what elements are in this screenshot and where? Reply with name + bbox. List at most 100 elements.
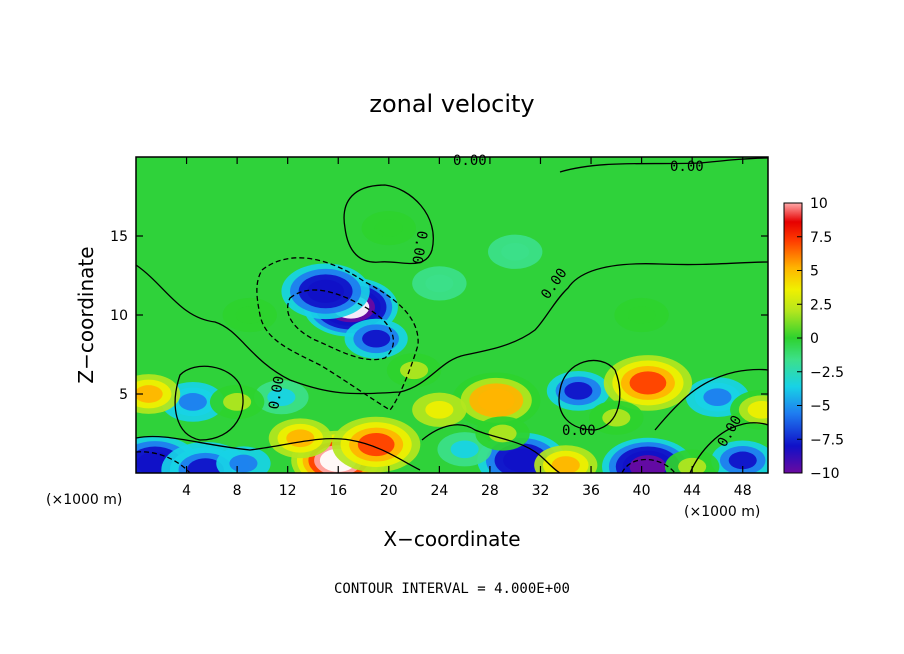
velocity-level xyxy=(425,400,454,419)
velocity-level xyxy=(564,382,593,400)
velocity-feature xyxy=(534,445,598,473)
y-tick-label: 10 xyxy=(110,308,128,324)
velocity-feature xyxy=(268,418,332,459)
contour-label: 0.00 xyxy=(408,229,430,265)
velocity-feature xyxy=(412,392,467,427)
colorbar-tick-label: −2.5 xyxy=(810,365,844,381)
zero-contour-lower xyxy=(136,435,421,471)
velocity-level xyxy=(136,385,163,403)
velocity-level xyxy=(187,458,224,473)
zero-contour-bubble xyxy=(343,184,434,265)
y-tick-label: 5 xyxy=(119,387,128,403)
x-tick-label: 40 xyxy=(633,483,651,499)
velocity-feature xyxy=(452,372,541,429)
velocity-feature xyxy=(711,440,768,473)
x-tick-label: 36 xyxy=(582,483,600,499)
zero-contour-left-cell xyxy=(174,365,244,441)
contour-lines xyxy=(136,157,768,473)
velocity-feature xyxy=(222,297,277,333)
velocity-level xyxy=(728,451,757,470)
velocity-feature xyxy=(487,234,543,269)
y-tick-label: 15 xyxy=(110,229,128,245)
velocity-level xyxy=(307,279,344,303)
contour-interval-note: CONTOUR INTERVAL = 4.000E+00 xyxy=(334,581,570,597)
velocity-level xyxy=(488,424,517,443)
colorbar-tick-label: −10 xyxy=(810,466,840,482)
velocity-level xyxy=(362,329,391,348)
x-tick-label: 12 xyxy=(279,483,297,499)
chart-title: zonal velocity xyxy=(369,90,534,118)
velocity-feature xyxy=(730,389,768,430)
x-tick-label: 32 xyxy=(532,483,550,499)
x-tick-label: 24 xyxy=(430,483,448,499)
velocity-level xyxy=(703,388,732,406)
velocity-feature xyxy=(361,210,417,246)
velocity-level xyxy=(678,457,707,473)
velocity-feature xyxy=(209,384,265,420)
velocity-level xyxy=(286,429,315,448)
velocity-feature xyxy=(331,416,421,473)
y-axis-ticks: 5 10 15 xyxy=(110,229,768,403)
velocity-level xyxy=(267,388,296,406)
x-axis-ticks: 4 8 12 16 20 24 28 32 36 40 44 48 xyxy=(182,157,752,499)
velocity-level xyxy=(503,448,540,472)
colorbar-tick-label: 0 xyxy=(810,331,819,347)
velocity-level xyxy=(223,393,252,411)
velocity-field xyxy=(136,210,768,473)
x-tick-label: 16 xyxy=(329,483,347,499)
y-axis-label: Z−coordinate xyxy=(74,246,98,383)
colorbar-ticks: 10 7.5 5 2.5 0 −2.5 −5 −7.5 −10 xyxy=(797,196,844,482)
velocity-feature xyxy=(603,355,693,411)
velocity-feature xyxy=(664,449,720,473)
velocity-feature xyxy=(614,297,669,333)
velocity-feature xyxy=(216,446,271,473)
contour-label: 0.00 xyxy=(562,423,596,439)
zero-contour-top xyxy=(559,157,768,173)
velocity-feature xyxy=(254,380,309,415)
velocity-feature xyxy=(412,266,467,301)
colorbar-tick-label: −5 xyxy=(810,399,831,415)
neg4-contour-jet xyxy=(256,257,419,411)
x-unit-label-left: (×1000 m) xyxy=(46,492,122,508)
velocity-level xyxy=(551,456,580,473)
x-axis-label: X−coordinate xyxy=(383,527,520,551)
contour-label: 0.00 xyxy=(453,153,487,169)
velocity-level xyxy=(747,400,768,419)
x-tick-label: 28 xyxy=(481,483,499,499)
velocity-level xyxy=(357,433,395,457)
velocity-level xyxy=(627,306,656,324)
velocity-feature xyxy=(344,318,408,359)
velocity-level xyxy=(229,454,258,473)
velocity-level xyxy=(235,306,264,324)
x-tick-label: 4 xyxy=(182,483,191,499)
zero-contour-right-cell xyxy=(558,359,621,431)
velocity-level xyxy=(477,388,515,412)
colorbar-tick-label: 5 xyxy=(810,264,819,280)
velocity-level xyxy=(501,242,530,261)
neg8-contour-jet xyxy=(287,289,394,361)
zero-contour-right xyxy=(654,368,768,431)
neg-contour-left-bottom xyxy=(136,451,191,473)
x-tick-label: 48 xyxy=(734,483,752,499)
x-tick-label: 44 xyxy=(683,483,701,499)
velocity-feature xyxy=(136,374,181,414)
neg-contour-right-bottom xyxy=(621,459,676,473)
contour-label: 0.00 xyxy=(266,375,288,411)
zero-contour-right-lower xyxy=(689,422,768,473)
x-unit-label-right: (×1000 m) xyxy=(684,504,760,520)
x-tick-label: 20 xyxy=(380,483,398,499)
velocity-level xyxy=(400,361,429,380)
colorbar-tick-label: 10 xyxy=(810,196,828,212)
velocity-level xyxy=(425,274,454,293)
velocity-feature xyxy=(281,263,370,320)
colorbar-tick-label: 7.5 xyxy=(810,230,832,246)
velocity-level xyxy=(374,219,403,237)
velocity-level xyxy=(178,393,207,411)
contour-label: 0.00 xyxy=(670,159,704,175)
velocity-level xyxy=(629,371,667,395)
colorbar-tick-label: 2.5 xyxy=(810,297,832,313)
velocity-level xyxy=(629,455,667,473)
zero-contour-upper xyxy=(136,261,768,395)
x-tick-label: 8 xyxy=(233,483,242,499)
